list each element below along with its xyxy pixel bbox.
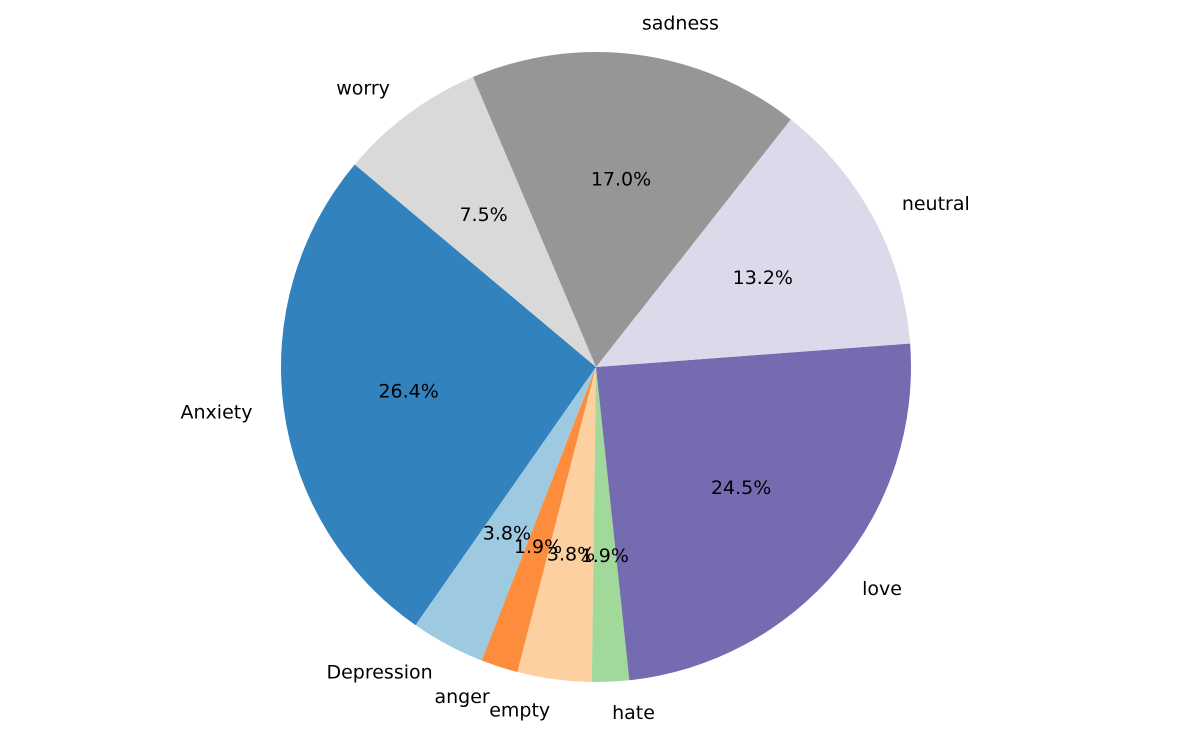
- pie-slice-empty: [517, 367, 596, 682]
- pie-slice-sadness: [472, 51, 791, 367]
- pie-slice-worry: [354, 77, 596, 368]
- percent-label-depression: 3.8%: [483, 523, 531, 545]
- percent-label-love: 24.5%: [711, 477, 771, 499]
- category-label-depression: Depression: [326, 662, 432, 684]
- percent-label-anger: 1.9%: [514, 536, 562, 558]
- category-label-worry: worry: [336, 77, 390, 99]
- percent-label-hate: 1.9%: [581, 545, 629, 567]
- pie-slice-anxiety: [280, 164, 596, 626]
- category-label-anxiety: Anxiety: [181, 401, 253, 423]
- pie-slice-anger: [481, 367, 596, 673]
- percent-labels: 26.4%3.8%1.9%3.8%1.9%24.5%13.2%17.0%7.5%: [378, 169, 793, 567]
- category-label-hate: hate: [612, 702, 655, 724]
- pie-slices: [280, 51, 911, 682]
- percent-label-neutral: 13.2%: [733, 267, 793, 289]
- percent-label-anxiety: 26.4%: [378, 381, 438, 403]
- category-label-anger: anger: [434, 686, 489, 708]
- pie-slice-depression: [415, 367, 596, 661]
- pie-slice-hate: [591, 367, 630, 682]
- category-label-neutral: neutral: [902, 193, 970, 215]
- category-label-love: love: [862, 578, 902, 600]
- percent-label-sadness: 17.0%: [591, 169, 651, 191]
- percent-label-worry: 7.5%: [459, 204, 507, 226]
- category-label-empty: empty: [489, 699, 550, 721]
- pie-slice-love: [596, 343, 911, 681]
- percent-label-empty: 3.8%: [547, 543, 595, 565]
- category-label-sadness: sadness: [642, 13, 719, 35]
- pie-slice-neutral: [596, 119, 911, 367]
